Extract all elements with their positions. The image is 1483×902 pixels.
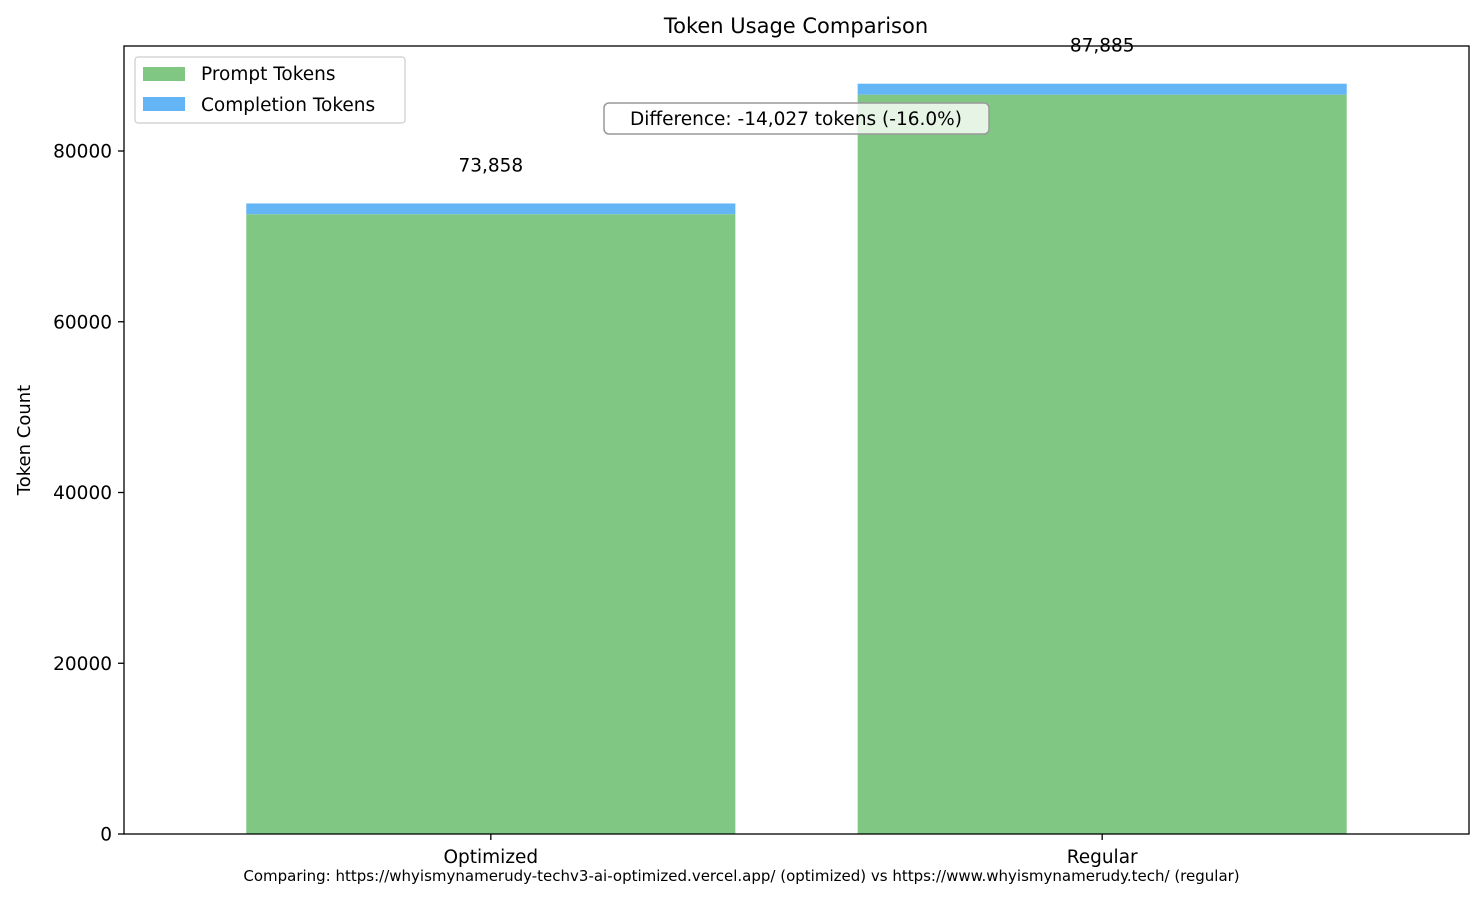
bar-completion-tokens-optimized bbox=[246, 203, 736, 215]
bar-total-label-optimized: 73,858 bbox=[458, 155, 523, 176]
plot-frame bbox=[123, 45, 1470, 835]
y-tick-label: 20000 bbox=[53, 654, 112, 675]
legend-box bbox=[134, 56, 406, 124]
footer-caption: Comparing: https://whyismynamerudy-techv… bbox=[243, 867, 1240, 885]
annotation-text: Difference: -14,027 tokens (-16.0%) bbox=[630, 109, 962, 130]
difference-annotation: Difference: -14,027 tokens (-16.0%) bbox=[603, 102, 990, 135]
legend-label-prompt: Prompt Tokens bbox=[201, 64, 336, 85]
y-tick-label: 40000 bbox=[53, 483, 112, 504]
chart-title: Token Usage Comparison bbox=[663, 14, 928, 38]
legend-swatch-completion bbox=[143, 97, 185, 111]
bar-completion-tokens-regular bbox=[857, 83, 1347, 95]
bar-prompt-tokens-regular bbox=[857, 94, 1347, 834]
y-tick-label: 0 bbox=[100, 825, 112, 846]
x-tick-label-optimized: Optimized bbox=[443, 847, 538, 868]
x-tick-label-regular: Regular bbox=[1067, 847, 1138, 868]
legend: Prompt Tokens Completion Tokens bbox=[134, 56, 406, 124]
annotation-box bbox=[603, 102, 990, 135]
y-tick-label: 80000 bbox=[53, 142, 112, 163]
y-tick-label: 60000 bbox=[53, 312, 112, 333]
bar-prompt-tokens-optimized bbox=[246, 214, 736, 835]
legend-swatch-prompt bbox=[143, 67, 185, 81]
y-axis-label: Token Count bbox=[14, 385, 35, 496]
legend-label-completion: Completion Tokens bbox=[201, 95, 375, 116]
